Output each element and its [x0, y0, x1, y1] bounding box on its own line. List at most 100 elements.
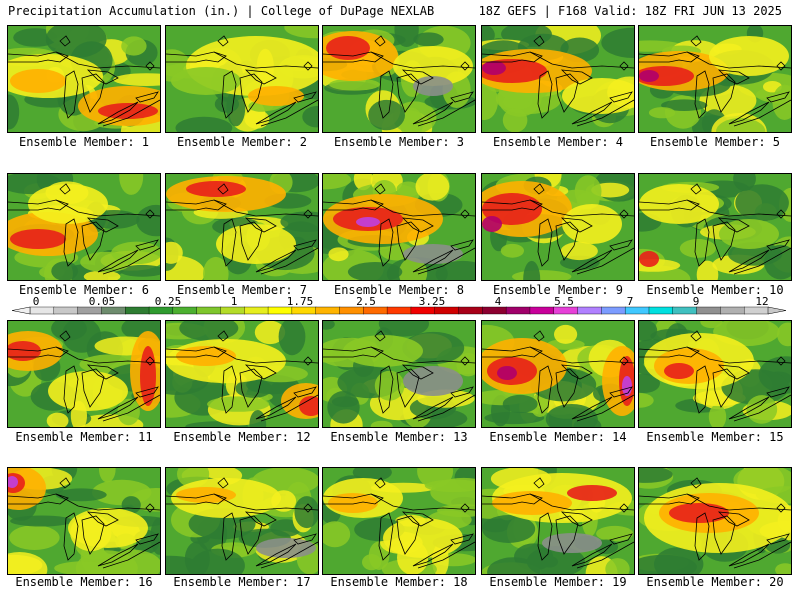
ensemble-member-1-map	[7, 25, 161, 133]
colorbar-swatch	[672, 306, 698, 315]
colorbar-left-arrow	[11, 306, 31, 315]
precipitation-field-1	[8, 26, 160, 132]
colorbar-swatch	[577, 306, 603, 315]
colorbar-swatch	[482, 306, 507, 315]
precipitation-field-17	[166, 468, 318, 574]
great-lakes-outline	[8, 35, 160, 127]
ensemble-member-9-map	[481, 173, 635, 281]
ensemble-member-13-map	[322, 320, 476, 428]
colorbar-tick-label: 5.5	[554, 296, 574, 308]
precipitation-field-14	[482, 321, 634, 427]
ensemble-member-label: Ensemble Member: 6	[18, 283, 150, 297]
colorbar-swatch	[339, 306, 364, 315]
colorbar-swatch	[196, 306, 222, 315]
ensemble-member-7-map	[165, 173, 319, 281]
colorbar-tick-label: 7	[627, 296, 634, 308]
ensemble-member-label: Ensemble Member: 7	[176, 283, 308, 297]
great-lakes-outline	[166, 330, 318, 422]
great-lakes-outline	[639, 330, 791, 422]
colorbar-swatch	[410, 306, 436, 315]
ensemble-member-label: Ensemble Member: 10	[646, 283, 784, 297]
colorbar-swatch	[101, 306, 126, 315]
colorbar-swatch	[696, 306, 722, 315]
colorbar-swatch	[125, 306, 150, 315]
colorbar-tick-label: 3.25	[419, 296, 446, 308]
ensemble-member-label: Ensemble Member: 2	[176, 135, 308, 149]
colorbar-swatch	[220, 306, 245, 315]
colorbar-swatch	[624, 306, 650, 315]
colorbar-swatch	[53, 306, 79, 315]
precipitation-field-12	[166, 321, 318, 427]
precipitation-field-4	[482, 26, 634, 132]
ensemble-member-20-map	[638, 467, 792, 575]
great-lakes-outline	[166, 477, 318, 569]
ensemble-member-label: Ensemble Member: 20	[646, 575, 784, 589]
ensemble-member-label: Ensemble Member: 15	[646, 430, 784, 444]
precipitation-field-8	[323, 174, 475, 280]
ensemble-member-15-map	[638, 320, 792, 428]
ensemble-member-label: Ensemble Member: 9	[492, 283, 624, 297]
precipitation-field-7	[166, 174, 318, 280]
ensemble-member-label: Ensemble Member: 14	[489, 430, 627, 444]
precipitation-field-2	[166, 26, 318, 132]
ensemble-member-label: Ensemble Member: 17	[173, 575, 311, 589]
colorbar-swatch	[505, 306, 531, 315]
colorbar-swatch	[77, 306, 103, 315]
colorbar-swatch	[434, 306, 460, 315]
ensemble-member-16-map	[7, 467, 161, 575]
colorbar-tick-label: 12	[755, 296, 768, 308]
ensemble-member-19-map	[481, 467, 635, 575]
great-lakes-outline	[166, 35, 318, 127]
ensemble-member-18-map	[322, 467, 476, 575]
great-lakes-outline	[166, 183, 318, 275]
great-lakes-outline	[323, 477, 475, 569]
ensemble-member-label: Ensemble Member: 8	[333, 283, 465, 297]
ensemble-member-10-map	[638, 173, 792, 281]
run-info: 18Z GEFS | F168 Valid: 18Z FRI JUN 13 20…	[478, 4, 782, 18]
colorbar-tick-label: 0	[33, 296, 40, 308]
great-lakes-outline	[323, 35, 475, 127]
precipitation-field-16	[8, 468, 160, 574]
precipitation-field-19	[482, 468, 634, 574]
colorbar-tick-label: 0.25	[155, 296, 182, 308]
colorbar-swatch	[29, 306, 55, 315]
colorbar-swatch	[386, 306, 412, 315]
colorbar-tick-label: 9	[693, 296, 700, 308]
ensemble-member-6-map	[7, 173, 161, 281]
ensemble-member-12-map	[165, 320, 319, 428]
ensemble-member-label: Ensemble Member: 19	[489, 575, 627, 589]
great-lakes-outline	[482, 183, 634, 275]
great-lakes-outline	[8, 183, 160, 275]
precipitation-field-3	[323, 26, 475, 132]
ensemble-member-label: Ensemble Member: 1	[18, 135, 150, 149]
great-lakes-outline	[8, 330, 160, 422]
great-lakes-outline	[323, 330, 475, 422]
ensemble-member-label: Ensemble Member: 4	[492, 135, 624, 149]
colorbar-tick-label: 1.75	[287, 296, 314, 308]
colorbar-tick-label: 4	[495, 296, 502, 308]
great-lakes-outline	[639, 477, 791, 569]
precipitation-field-5	[639, 26, 791, 132]
ensemble-member-label: Ensemble Member: 18	[330, 575, 468, 589]
ensemble-member-17-map	[165, 467, 319, 575]
ensemble-member-label: Ensemble Member: 16	[15, 575, 153, 589]
colorbar-swatch	[244, 306, 269, 315]
colorbar-tick-label: 1	[231, 296, 238, 308]
precipitation-field-6	[8, 174, 160, 280]
ensemble-member-3-map	[322, 25, 476, 133]
ensemble-member-label: Ensemble Member: 5	[649, 135, 781, 149]
precipitation-field-10	[639, 174, 791, 280]
great-lakes-outline	[482, 35, 634, 127]
colorbar-tick-label: 2.5	[356, 296, 376, 308]
map-title: Precipitation Accumulation (in.) | Colle…	[8, 4, 435, 18]
ensemble-member-label: Ensemble Member: 12	[173, 430, 311, 444]
great-lakes-outline	[8, 477, 160, 569]
ensemble-member-label: Ensemble Member: 3	[333, 135, 465, 149]
precipitation-field-9	[482, 174, 634, 280]
ensemble-member-label: Ensemble Member: 11	[15, 430, 153, 444]
colorbar-swatch	[363, 306, 388, 315]
colorbar-swatch	[601, 306, 626, 315]
precipitation-field-13	[323, 321, 475, 427]
colorbar-swatch	[743, 306, 769, 315]
great-lakes-outline	[482, 330, 634, 422]
